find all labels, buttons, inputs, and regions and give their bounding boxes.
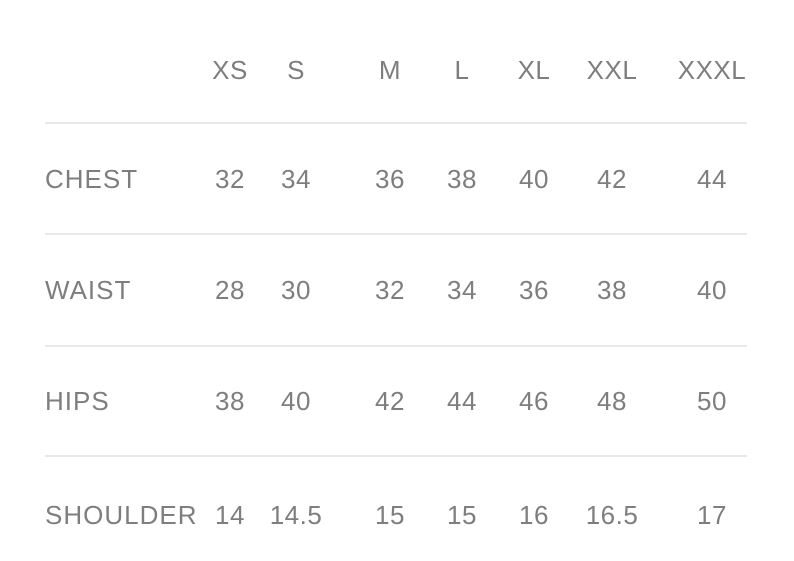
table-row-waist: WAIST 28 30 32 34 36 38 40 — [45, 235, 747, 347]
row-label-chest: CHEST — [45, 163, 139, 194]
measurement-value: 15 — [447, 500, 477, 530]
measurement-value: 42 — [375, 386, 405, 416]
column-header-xxl: XXL — [586, 55, 638, 85]
measurement-value: 38 — [597, 275, 627, 305]
measurement-value: 30 — [281, 275, 311, 305]
measurement-value: 42 — [597, 163, 627, 194]
measurement-value: 32 — [375, 275, 405, 305]
measurement-value: 17 — [697, 500, 727, 530]
size-chart-header-row: XS S M L XL XXL XXXL — [45, 18, 747, 124]
row-label-waist: WAIST — [45, 275, 132, 305]
measurement-value: 16 — [519, 500, 549, 530]
measurement-value: 14 — [215, 500, 245, 530]
measurement-value: 44 — [697, 163, 727, 194]
measurement-value: 48 — [597, 386, 627, 416]
column-header-s: S — [287, 55, 305, 85]
measurement-value: 44 — [447, 386, 477, 416]
measurement-value: 32 — [215, 163, 245, 194]
measurement-value: 46 — [519, 386, 549, 416]
row-label-shoulder: SHOULDER — [45, 500, 198, 530]
column-header-xxxl: XXXL — [677, 55, 747, 85]
column-header-xl: XL — [517, 55, 551, 85]
table-row-chest: CHEST 32 34 36 38 40 42 44 — [45, 124, 747, 235]
measurement-value: 36 — [519, 275, 549, 305]
column-header-xs: XS — [212, 55, 248, 85]
measurement-value: 40 — [281, 386, 311, 416]
column-header-m: M — [378, 55, 402, 85]
measurement-value: 28 — [215, 275, 245, 305]
measurement-value: 38 — [447, 163, 477, 194]
table-row-hips: HIPS 38 40 42 44 46 48 50 — [45, 347, 747, 457]
measurement-value: 38 — [215, 386, 245, 416]
measurement-value: 40 — [519, 163, 549, 194]
measurement-value: 50 — [697, 386, 727, 416]
table-row-shoulder: SHOULDER 14 14.5 15 15 16 16.5 17 — [45, 457, 747, 561]
measurement-value: 16.5 — [585, 500, 639, 530]
measurement-value: 36 — [375, 163, 405, 194]
measurement-value: 40 — [697, 275, 727, 305]
column-header-l: L — [454, 55, 470, 85]
measurement-value: 14.5 — [269, 500, 323, 530]
measurement-value: 34 — [447, 275, 477, 305]
measurement-value: 34 — [281, 163, 311, 194]
measurement-value: 15 — [375, 500, 405, 530]
row-label-hips: HIPS — [45, 386, 110, 416]
